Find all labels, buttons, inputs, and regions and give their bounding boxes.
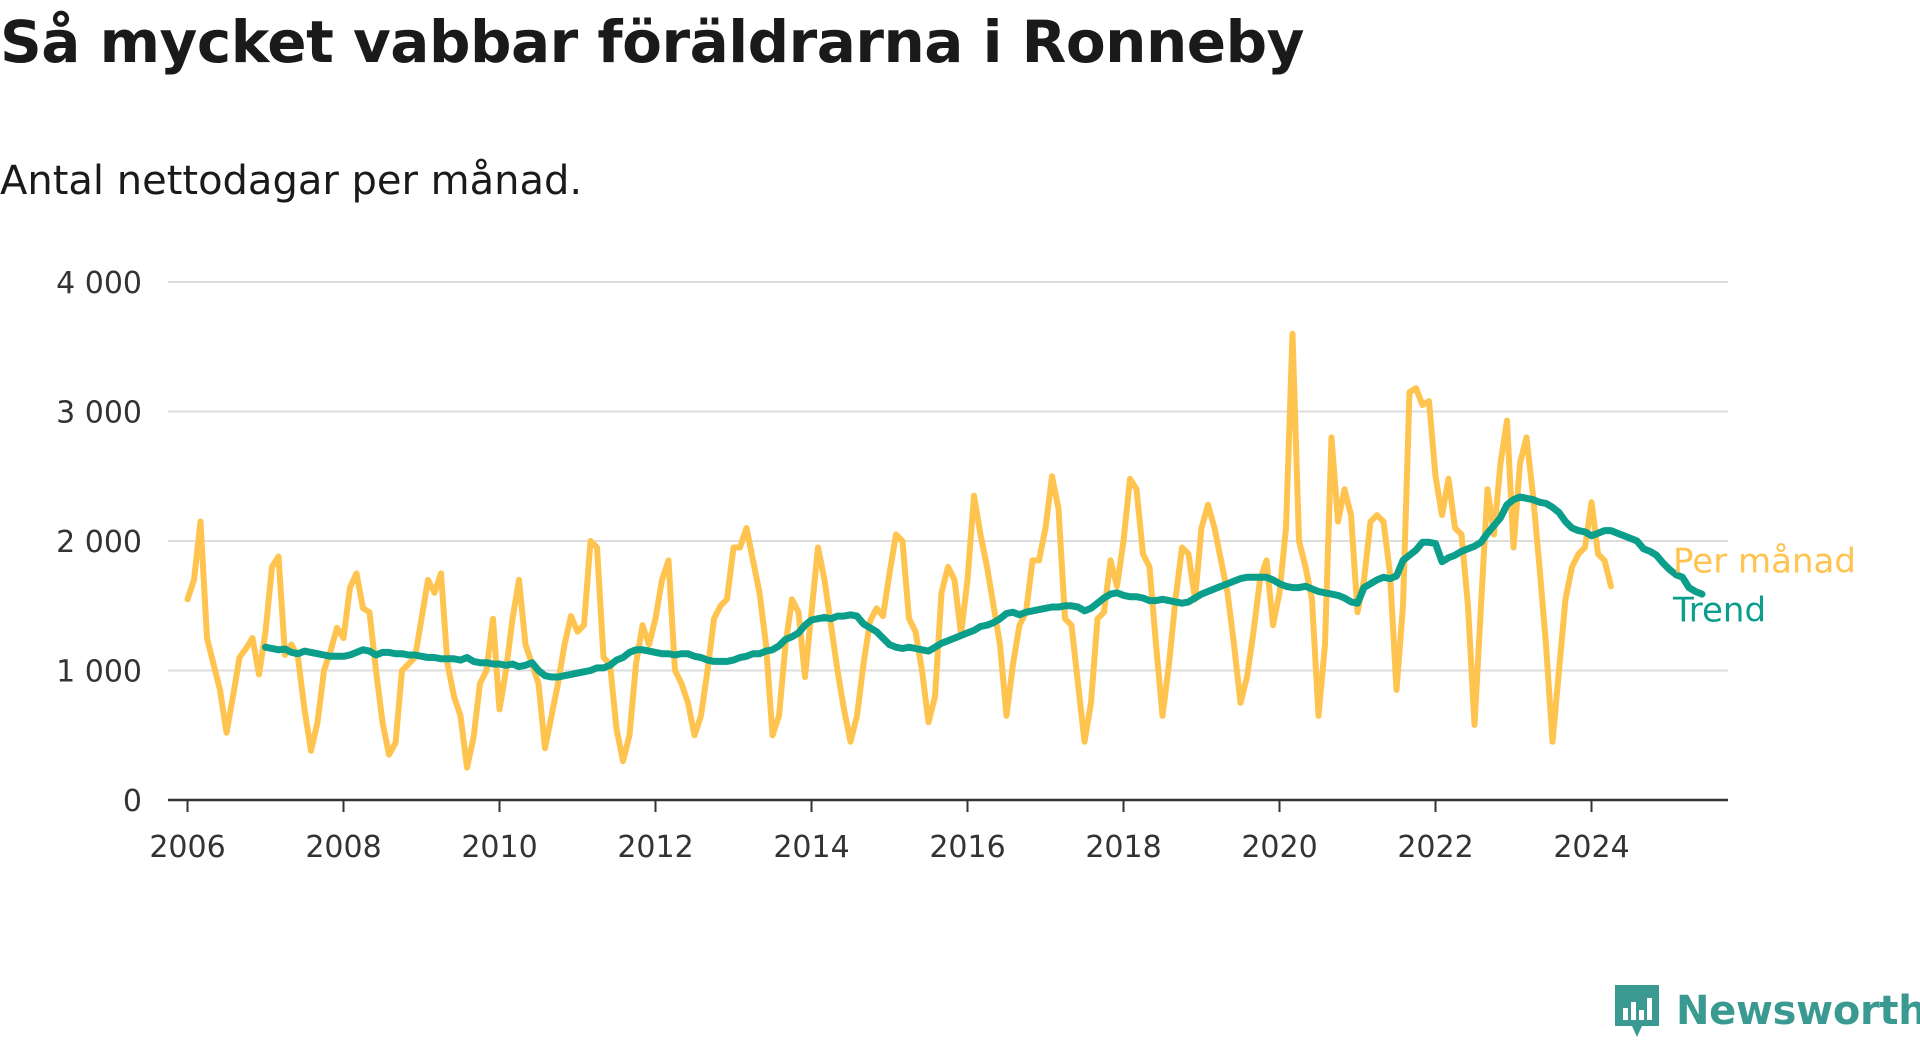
x-tick-label: 2014	[773, 830, 849, 865]
y-tick-label: 0	[123, 784, 142, 819]
chart-title: Så mycket vabbar föräldrarna i Ronneby	[0, 8, 1304, 76]
x-tick-label: 2016	[929, 830, 1005, 865]
x-tick-label: 2018	[1085, 830, 1161, 865]
chart-subtitle: Antal nettodagar per månad.	[0, 158, 583, 204]
brand-logo-group: Newsworthy	[1612, 982, 1920, 1040]
x-tick-label: 2024	[1553, 830, 1629, 865]
y-tick-label: 4 000	[56, 266, 142, 301]
x-axis-ticks: 2006 2008 2010 2012 2014 2016 2018 2020 2022 2024	[149, 800, 1630, 865]
newsworthy-logo-icon	[1615, 985, 1659, 1037]
x-tick-label: 2022	[1397, 830, 1473, 865]
x-tick-label: 2010	[461, 830, 537, 865]
y-tick-label: 3 000	[56, 396, 142, 431]
y-axis-ticks: 0 1 000 2 000 3 000 4 000	[56, 266, 142, 819]
y-tick-label: 2 000	[56, 525, 142, 560]
x-tick-label: 2020	[1241, 830, 1317, 865]
brand-name: Newsworthy	[1676, 988, 1920, 1034]
series-line-trend	[262, 493, 1706, 681]
series-lines	[184, 330, 1706, 771]
legend-label-trend: Trend	[1672, 591, 1766, 631]
x-tick-label: 2006	[149, 830, 225, 865]
x-tick-label: 2008	[305, 830, 381, 865]
x-tick-label: 2012	[617, 830, 693, 865]
legend-label-per-manad: Per månad	[1673, 541, 1856, 581]
series-line-per-manad	[184, 330, 1614, 771]
gridlines	[168, 281, 1728, 672]
legend: Per månad Trend	[1672, 541, 1856, 630]
y-tick-label: 1 000	[56, 655, 142, 690]
